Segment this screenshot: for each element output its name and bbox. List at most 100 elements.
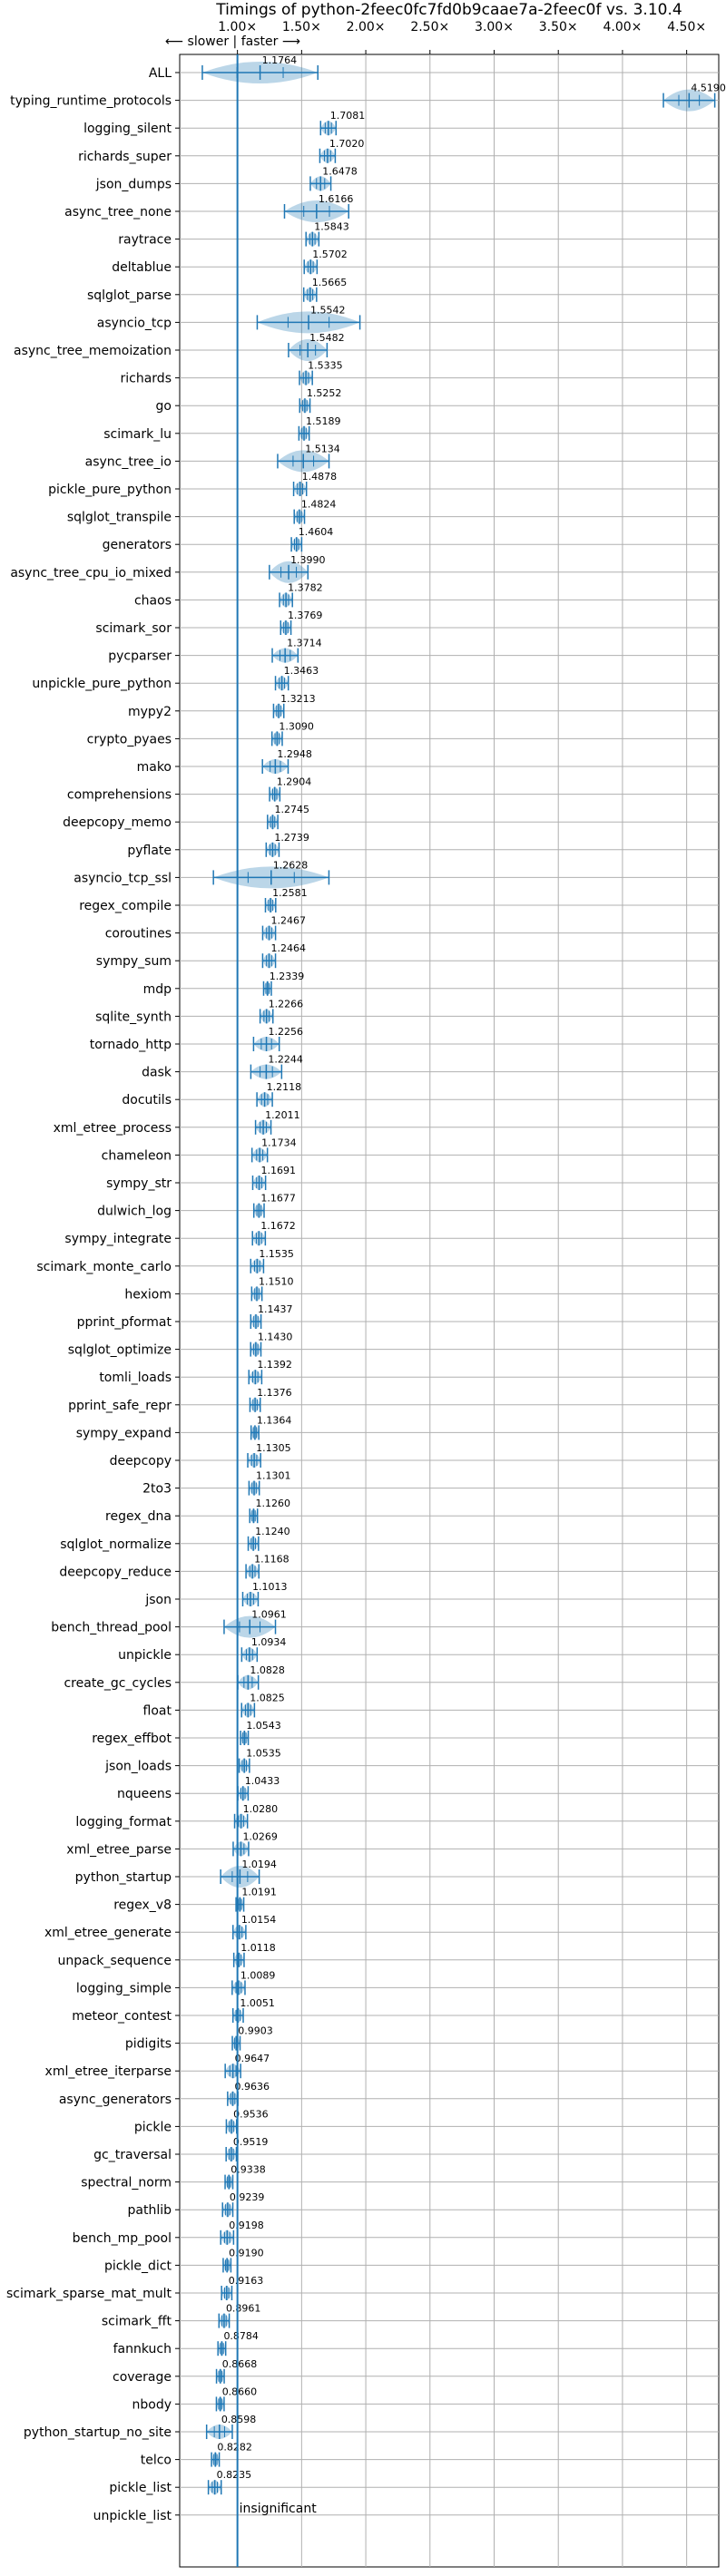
value-label: 1.1392 <box>257 1359 292 1371</box>
benchmark-name: typing_runtime_protocols <box>10 94 172 109</box>
value-label: 1.0543 <box>246 1720 281 1732</box>
x-tick-label: 4.50× <box>667 20 706 34</box>
benchmark-name: crypto_pyaes <box>87 732 172 746</box>
benchmark-name: asyncio_tcp_ssl <box>74 871 172 885</box>
benchmark-name: 2to3 <box>142 1482 172 1497</box>
value-label: 1.3714 <box>287 638 322 649</box>
value-label: 1.0154 <box>241 1914 277 1926</box>
x-tick-label: 2.00× <box>347 20 386 34</box>
value-label: 1.3782 <box>288 581 323 593</box>
benchmark-name: scimark_sparse_mat_mult <box>6 2287 172 2301</box>
benchmark-name: python_startup_no_site <box>24 2425 172 2440</box>
value-label: 0.9903 <box>238 2025 273 2037</box>
value-label: 1.1301 <box>256 1470 291 1482</box>
value-label: 1.1510 <box>259 1275 294 1287</box>
value-label: 1.3769 <box>288 610 323 621</box>
grid <box>180 54 719 2567</box>
benchmark-name: sqlglot_transpile <box>67 511 172 525</box>
direction-note: ⟵ slower | faster ⟶ <box>165 34 300 49</box>
benchmark-name: sympy_expand <box>76 1426 172 1440</box>
value-label: 1.0825 <box>250 1692 285 1703</box>
value-label: 1.0280 <box>243 1803 279 1815</box>
benchmark-name: coverage <box>113 2370 172 2385</box>
value-label: 1.3990 <box>290 554 326 566</box>
benchmark-name: scimark_monte_carlo <box>36 1260 172 1274</box>
value-label: 1.1535 <box>259 1248 294 1260</box>
value-label: 1.6166 <box>319 193 354 205</box>
value-label: 0.9519 <box>233 2136 269 2148</box>
benchmark-name: scimark_lu <box>103 427 172 442</box>
benchmark-name: pickle_list <box>109 2481 172 2495</box>
insignificant-label: insignificant <box>240 2502 318 2516</box>
benchmark-name: docutils <box>122 1093 172 1107</box>
benchmark-name: dask <box>142 1066 172 1080</box>
value-label: 1.0051 <box>240 1997 275 2009</box>
value-label: 0.9636 <box>234 2081 270 2093</box>
benchmark-name: logging_silent <box>83 122 172 136</box>
value-label: 1.5665 <box>312 277 348 288</box>
value-label: 1.5542 <box>310 304 346 316</box>
x-tick-label: 2.50× <box>410 20 449 34</box>
value-label: 0.9198 <box>229 2220 264 2231</box>
value-label: 1.5702 <box>312 249 348 260</box>
plot-area <box>179 54 720 2568</box>
benchmark-name: async_tree_io <box>85 454 172 469</box>
value-label: 0.8660 <box>222 2386 257 2397</box>
value-label: 1.1305 <box>256 1442 291 1454</box>
value-label: 0.9536 <box>233 2108 269 2120</box>
value-label: 4.5190 <box>691 83 726 94</box>
benchmark-name: json_loads <box>104 1760 172 1774</box>
value-label: 1.2011 <box>265 1109 300 1121</box>
value-label: 1.2948 <box>277 748 312 760</box>
value-label: 1.5134 <box>305 443 340 454</box>
benchmark-name: mypy2 <box>128 705 172 719</box>
benchmark-name: comprehensions <box>67 788 172 803</box>
value-label: 0.9647 <box>235 2053 270 2064</box>
benchmark-name: pickle <box>134 2120 172 2134</box>
benchmark-name: xml_etree_generate <box>44 1926 172 1940</box>
value-label: 1.1430 <box>258 1332 293 1343</box>
benchmark-name: pidigits <box>125 2037 172 2052</box>
benchmark-name: dulwich_log <box>97 1205 172 1219</box>
chart-title: Timings of python-2feec0fc7fd0b9caae7a-2… <box>215 1 682 19</box>
benchmark-rows: ALL 1.1764 typing_runtime_protocols 4.5190 l… <box>6 54 726 2523</box>
benchmark-name: sympy_sum <box>96 954 172 969</box>
value-label: 1.2256 <box>269 1026 304 1038</box>
value-label: 1.0191 <box>241 1887 277 1898</box>
value-label: 1.4878 <box>302 471 338 483</box>
benchmark-name: mako <box>137 760 172 775</box>
value-label: 1.1672 <box>260 1220 296 1232</box>
benchmark-name: richards <box>121 372 172 386</box>
value-label: 1.2244 <box>268 1054 303 1066</box>
value-label: 1.2628 <box>273 859 309 871</box>
benchmark-name: xml_etree_process <box>54 1121 172 1136</box>
value-label: 1.1260 <box>255 1498 290 1509</box>
value-label: 1.0194 <box>241 1859 277 1870</box>
value-label: 1.0433 <box>245 1775 280 1787</box>
value-label: 1.5252 <box>307 387 342 399</box>
value-label: 1.2266 <box>269 998 304 1010</box>
benchmark-name: fannkuch <box>113 2342 172 2356</box>
benchmark-name: sympy_str <box>106 1176 172 1191</box>
benchmark-name: regex_compile <box>79 899 172 913</box>
benchmark-name: bench_mp_pool <box>73 2231 172 2246</box>
benchmark-name: sqlglot_parse <box>87 288 172 303</box>
value-label: 1.7081 <box>330 110 366 122</box>
benchmark-name: regex_effbot <box>92 1732 172 1746</box>
value-label: 1.6478 <box>322 165 358 177</box>
benchmark-name: meteor_contest <box>72 2009 172 2024</box>
benchmark-name: regex_v8 <box>113 1898 172 1913</box>
value-label: 1.0934 <box>251 1636 287 1648</box>
benchmark-name: float <box>143 1703 172 1718</box>
benchmark-name: chameleon <box>102 1148 172 1163</box>
benchmark-name: sympy_integrate <box>64 1232 172 1246</box>
value-label: 1.2904 <box>277 776 312 788</box>
value-label: 1.3090 <box>279 720 314 732</box>
benchmark-name: logging_simple <box>76 1981 172 1995</box>
value-label: 1.5189 <box>306 415 341 427</box>
value-label: 0.8784 <box>223 2330 258 2342</box>
benchmark-name: xml_etree_iterparse <box>45 2064 172 2079</box>
value-label: 1.5843 <box>314 221 349 233</box>
benchmark-name: pickle_pure_python <box>48 483 172 497</box>
